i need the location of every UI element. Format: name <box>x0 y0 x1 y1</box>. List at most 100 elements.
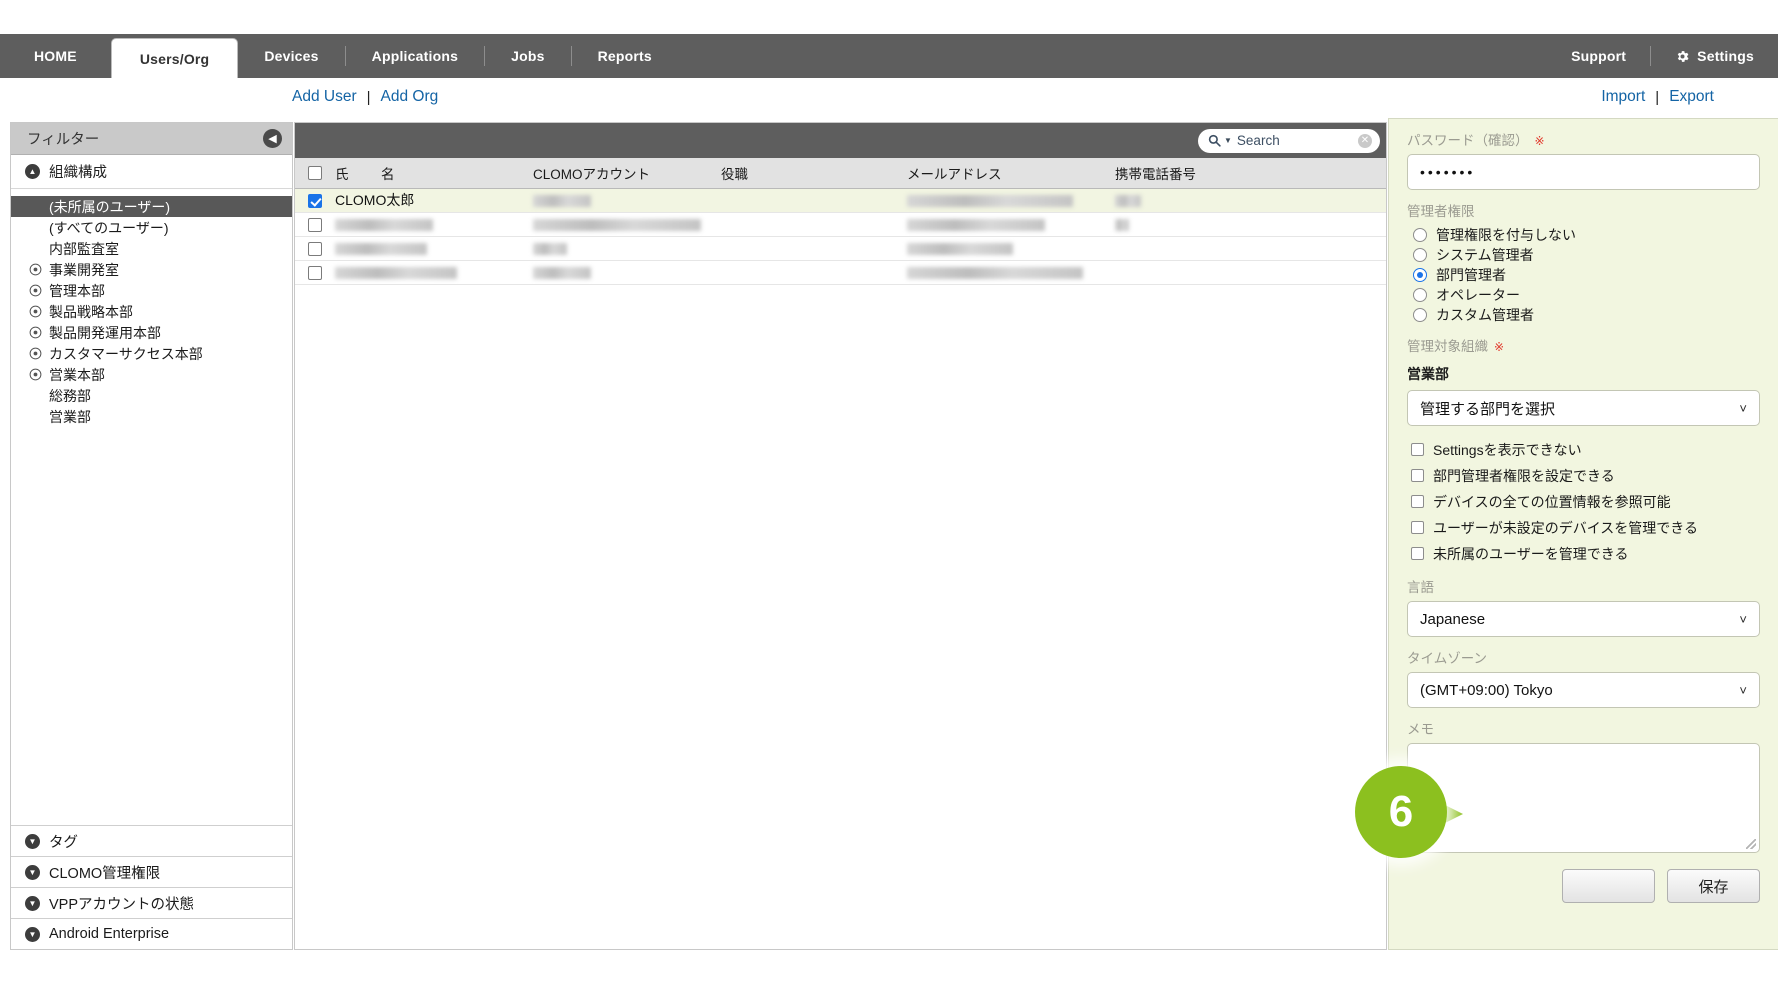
import-link[interactable]: Import <box>1601 88 1646 105</box>
nav-tab-home[interactable]: HOME <box>0 34 111 78</box>
checkbox-icon[interactable] <box>1411 469 1424 482</box>
expand-circle-icon[interactable] <box>29 305 42 318</box>
radio-icon[interactable] <box>1413 227 1427 242</box>
row-checkbox[interactable] <box>308 218 322 233</box>
memo-textarea[interactable] <box>1407 743 1760 853</box>
expand-circle-icon[interactable] <box>29 326 42 339</box>
user-table-body: CLOMO太郎 <box>295 188 1386 285</box>
export-link[interactable]: Export <box>1669 88 1714 105</box>
password-confirm-value: ••••••• <box>1420 164 1476 180</box>
sidebar-section-org-structure[interactable]: ▲ 組織構成 <box>11 155 292 189</box>
expand-circle-icon[interactable] <box>29 284 42 297</box>
radio-operator[interactable]: オペレーター <box>1413 285 1760 304</box>
radio-icon[interactable] <box>1413 247 1427 262</box>
search-input[interactable]: ▼ Search ✕ <box>1198 128 1380 153</box>
checkbox-icon[interactable] <box>1411 521 1424 534</box>
support-label: Support <box>1571 48 1627 64</box>
column-header-mobile-phone[interactable]: 携帯電話番号 <box>1109 158 1386 189</box>
chevron-left-icon[interactable]: ◀ <box>263 129 282 148</box>
nav-tab-reports[interactable]: Reports <box>572 34 678 78</box>
table-header-row: 氏 名 CLOMOアカウント 役職 メールアドレス 携帯電話番号 <box>295 158 1386 189</box>
checkbox-manage-unassigned-devices[interactable]: ユーザーが未設定のデバイスを管理できる <box>1411 515 1760 540</box>
radio-system-admin[interactable]: システム管理者 <box>1413 245 1760 264</box>
cancel-button[interactable] <box>1562 869 1655 903</box>
checkbox-set-dept-admin-rights[interactable]: 部門管理者権限を設定できる <box>1411 463 1760 488</box>
nav-tab-jobs-label: Jobs <box>511 48 545 64</box>
column-header-first-name[interactable]: 名 <box>375 158 527 189</box>
table-row[interactable] <box>295 212 1386 237</box>
org-item-label: (すべてのユーザー) <box>49 219 169 236</box>
caret-down-icon[interactable]: ▼ <box>1224 136 1232 145</box>
sidebar-accordion-clomo-admin-rights[interactable]: ▼ CLOMO管理権限 <box>11 856 292 887</box>
select-all-checkbox[interactable] <box>308 166 322 181</box>
org-item-business-dev[interactable]: 事業開発室 <box>11 259 292 280</box>
org-item-sales-hq[interactable]: 営業本部 <box>11 364 292 385</box>
column-header-last-name[interactable]: 氏 <box>329 158 375 189</box>
row-checkbox[interactable] <box>308 266 322 281</box>
expand-circle-icon[interactable] <box>29 368 42 381</box>
sidebar-accordion-android-enterprise[interactable]: ▼ Android Enterprise <box>11 918 292 949</box>
checkbox-icon[interactable] <box>1411 495 1424 508</box>
expand-circle-icon[interactable] <box>29 263 42 276</box>
password-confirm-field[interactable]: ••••••• <box>1407 154 1760 190</box>
org-item-management-hq[interactable]: 管理本部 <box>11 280 292 301</box>
org-item-customer-success-hq[interactable]: カスタマーサクセス本部 <box>11 343 292 364</box>
target-org-label-text: 管理対象組織 <box>1407 339 1488 354</box>
radio-icon[interactable] <box>1413 307 1427 322</box>
org-item-label: 事業開発室 <box>49 261 119 278</box>
radio-icon-selected[interactable] <box>1413 267 1427 282</box>
row-checkbox[interactable] <box>308 242 322 257</box>
checkbox-manage-unassigned-users[interactable]: 未所属のユーザーを管理できる <box>1411 541 1760 566</box>
bullet-placeholder <box>29 389 42 402</box>
expand-circle-icon[interactable] <box>29 347 42 360</box>
nav-tab-users-org[interactable]: Users/Org <box>110 38 239 78</box>
sub-toolbar: Add User | Add Org Import | Export <box>0 78 1778 118</box>
checkbox-icon[interactable] <box>1411 547 1424 560</box>
org-item-sales-dept[interactable]: 営業部 <box>11 406 292 427</box>
table-row[interactable] <box>295 236 1386 261</box>
bullet-placeholder <box>29 221 42 234</box>
table-row[interactable]: CLOMO太郎 <box>295 188 1386 213</box>
filter-sidebar-header: フィルター ◀ <box>11 123 292 155</box>
checkbox-hide-settings[interactable]: Settingsを表示できない <box>1411 437 1760 462</box>
nav-tab-devices[interactable]: Devices <box>238 34 344 78</box>
row-checkbox[interactable] <box>308 194 322 209</box>
language-select[interactable]: Japanese ˅ <box>1407 601 1760 637</box>
add-org-link[interactable]: Add Org <box>380 88 439 105</box>
org-item-unassigned[interactable]: (未所属のユーザー) <box>11 196 292 217</box>
radio-icon[interactable] <box>1413 287 1427 302</box>
support-link[interactable]: Support <box>1547 34 1650 78</box>
save-button[interactable]: 保存 <box>1667 869 1760 903</box>
nav-divider <box>1650 46 1652 66</box>
radio-no-admin-permission[interactable]: 管理権限を付与しない <box>1413 225 1760 244</box>
dept-select[interactable]: 管理する部門を選択 ˅ <box>1407 390 1760 426</box>
table-row[interactable] <box>295 260 1386 285</box>
org-item-all-users[interactable]: (すべてのユーザー) <box>11 217 292 238</box>
nav-tab-jobs[interactable]: Jobs <box>485 34 570 78</box>
checkbox-view-all-device-locations[interactable]: デバイスの全ての位置情報を参照可能 <box>1411 489 1760 514</box>
table-toolbar: ▼ Search ✕ <box>295 123 1386 158</box>
radio-department-admin[interactable]: 部門管理者 <box>1413 265 1760 284</box>
memo-label: メモ <box>1407 722 1434 737</box>
checkbox-set-dept-admin-rights-label: 部門管理者権限を設定できる <box>1433 467 1615 484</box>
org-item-general-affairs[interactable]: 総務部 <box>11 385 292 406</box>
caret-up-icon: ▲ <box>25 164 40 179</box>
org-item-internal-audit[interactable]: 内部監査室 <box>11 238 292 259</box>
column-header-position[interactable]: 役職 <box>715 158 901 189</box>
org-item-label: 内部監査室 <box>49 240 119 257</box>
checkbox-icon[interactable] <box>1411 443 1424 456</box>
column-header-email[interactable]: メールアドレス <box>901 158 1109 189</box>
org-item-product-strategy-hq[interactable]: 製品戦略本部 <box>11 301 292 322</box>
sidebar-accordion-tags[interactable]: ▼ タグ <box>11 825 292 856</box>
sidebar-accordion-vpp-account-status[interactable]: ▼ VPPアカウントの状態 <box>11 887 292 918</box>
settings-link[interactable]: Settings <box>1651 34 1778 78</box>
radio-custom-admin[interactable]: カスタム管理者 <box>1413 305 1760 324</box>
nav-tab-applications[interactable]: Applications <box>346 34 484 78</box>
add-user-link[interactable]: Add User <box>292 88 357 105</box>
org-item-product-dev-ops-hq[interactable]: 製品開発運用本部 <box>11 322 292 343</box>
timezone-select[interactable]: (GMT+09:00) Tokyo ˅ <box>1407 672 1760 708</box>
clear-circle-icon[interactable]: ✕ <box>1358 133 1372 148</box>
required-mark: ※ <box>1494 340 1505 354</box>
column-header-clomo-account[interactable]: CLOMOアカウント <box>527 158 715 189</box>
